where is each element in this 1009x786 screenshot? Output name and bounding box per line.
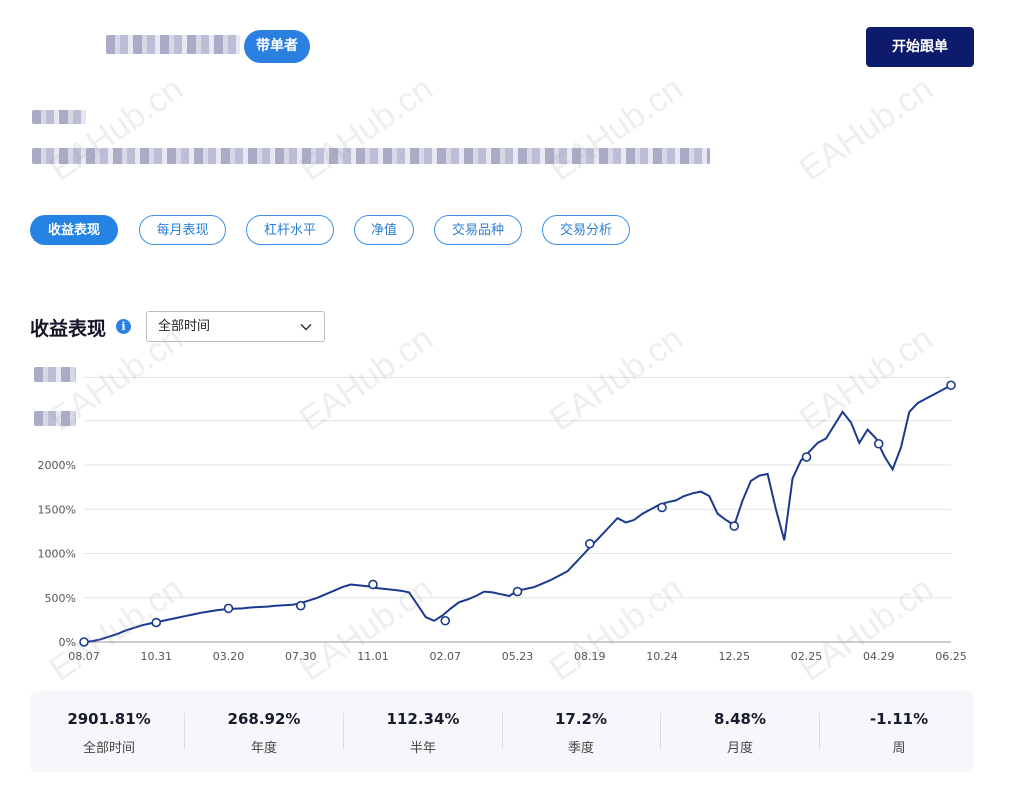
info-icon[interactable]: i bbox=[116, 319, 131, 334]
stat-value: 8.48% bbox=[713, 710, 767, 728]
trader-name-redacted bbox=[106, 35, 240, 54]
series-markers bbox=[79, 380, 956, 647]
stat-label: 半年 bbox=[409, 741, 436, 756]
data-point-marker bbox=[946, 380, 956, 391]
stat-value: 17.2% bbox=[554, 710, 608, 728]
x-axis-ticks: 08.07 10.31 03.20 07.30 11.01 02.07 05.23 08.19… bbox=[68, 650, 967, 663]
y-tick-redacted-top bbox=[34, 367, 76, 382]
watermark: EAHub.cn bbox=[42, 69, 190, 189]
stat-label: 年度 bbox=[250, 741, 277, 756]
chevron-down-icon bbox=[300, 323, 312, 331]
y-tick-label: 2000% bbox=[38, 459, 76, 472]
data-point-marker bbox=[729, 521, 740, 531]
data-point-marker bbox=[584, 538, 595, 549]
x-tick-label: 04.29 bbox=[863, 650, 895, 663]
data-point-marker bbox=[79, 637, 89, 647]
tab-symbols[interactable]: 交易品种 bbox=[434, 215, 522, 245]
data-point-marker bbox=[223, 603, 234, 614]
divider bbox=[660, 713, 661, 749]
trader-description-redacted bbox=[32, 148, 710, 164]
x-tick-label: 10.24 bbox=[646, 650, 678, 663]
stat-half-year: 112.34% 半年 bbox=[344, 691, 502, 772]
tab-leverage[interactable]: 杠杆水平 bbox=[246, 215, 334, 245]
x-tick-label: 10.31 bbox=[141, 650, 173, 663]
stat-label: 季度 bbox=[567, 741, 594, 756]
y-tick-label: 1000% bbox=[38, 548, 76, 561]
watermark: EAHub.cn bbox=[292, 69, 440, 189]
divider bbox=[502, 713, 503, 749]
x-tick-label: 11.01 bbox=[357, 650, 389, 663]
x-tick-label: 03.20 bbox=[213, 650, 245, 663]
stat-weekly: -1.11% 周 bbox=[820, 691, 978, 772]
y-axis-ticks: 0% 500% 1000% 1500% 2000% bbox=[38, 459, 76, 649]
x-tick-label: 02.25 bbox=[791, 650, 823, 663]
tab-monthly[interactable]: 每月表现 bbox=[139, 215, 226, 245]
data-point-marker bbox=[295, 600, 306, 611]
time-range-value: 全部时间 bbox=[158, 319, 211, 334]
data-point-marker bbox=[368, 579, 378, 590]
series-line bbox=[83, 384, 952, 643]
stat-quarterly: 17.2% 季度 bbox=[502, 691, 660, 772]
y-tick-label: 500% bbox=[45, 592, 76, 605]
watermark: EAHub.cn bbox=[542, 69, 690, 189]
x-tick-label: 08.19 bbox=[574, 650, 606, 663]
y-tick-label: 0% bbox=[59, 636, 76, 649]
trader-id-redacted bbox=[32, 110, 86, 124]
chart-grid bbox=[84, 376, 951, 643]
signal-provider-badge: 带单者 bbox=[244, 30, 310, 63]
stat-value: 268.92% bbox=[227, 710, 301, 728]
x-tick-label: 07.30 bbox=[285, 650, 317, 663]
stat-value: 112.34% bbox=[386, 710, 460, 728]
y-tick-label: 1500% bbox=[38, 503, 76, 516]
stat-label: 月度 bbox=[726, 741, 753, 756]
y-tick-redacted-second bbox=[34, 411, 76, 426]
stat-yearly: 268.92% 年度 bbox=[185, 691, 343, 772]
stat-value: 2901.81% bbox=[67, 710, 151, 728]
data-point-marker bbox=[440, 615, 451, 626]
tab-analysis[interactable]: 交易分析 bbox=[542, 215, 630, 245]
stat-monthly: 8.48% 月度 bbox=[661, 691, 819, 772]
data-point-marker bbox=[801, 452, 812, 462]
watermark: EAHub.cn bbox=[792, 69, 940, 189]
stat-all-time: 2901.81% 全部时间 bbox=[30, 691, 188, 772]
x-tick-label: 12.25 bbox=[719, 650, 751, 663]
stat-label: 全部时间 bbox=[82, 741, 135, 756]
data-point-marker bbox=[512, 586, 523, 597]
tab-equity[interactable]: 净值 bbox=[354, 215, 414, 245]
data-point-marker bbox=[873, 438, 884, 449]
stats-panel: 2901.81% 全部时间 268.92% 年度 112.34% 半年 17.2… bbox=[30, 691, 974, 772]
stat-value: -1.11% bbox=[869, 710, 929, 728]
x-tick-label: 02.07 bbox=[430, 650, 462, 663]
tab-performance[interactable]: 收益表现 bbox=[30, 215, 118, 245]
divider bbox=[819, 713, 820, 749]
x-tick-label: 06.25 bbox=[935, 650, 967, 663]
start-copy-button[interactable]: 开始跟单 bbox=[866, 27, 974, 67]
performance-chart: 0% 500% 1000% 1500% 2000% 08.07 10.31 03.20 07.… bbox=[38, 376, 967, 663]
x-tick-label: 05.23 bbox=[502, 650, 534, 663]
stat-label: 周 bbox=[892, 741, 906, 756]
divider bbox=[343, 713, 344, 749]
divider bbox=[184, 713, 185, 749]
time-range-select[interactable]: 全部时间 bbox=[146, 311, 325, 342]
data-point-marker bbox=[657, 502, 667, 513]
data-point-marker bbox=[151, 617, 162, 628]
x-tick-label: 08.07 bbox=[68, 650, 100, 663]
section-title: 收益表现 bbox=[30, 318, 107, 340]
